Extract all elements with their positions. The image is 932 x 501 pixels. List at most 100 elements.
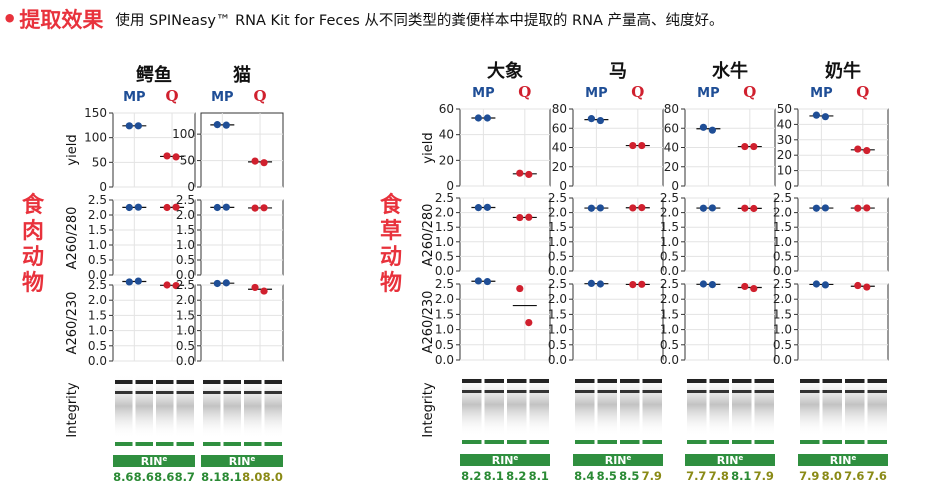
gel-band-18s [732,390,752,393]
gel-smear [176,374,194,438]
gel-smear [575,373,595,436]
gel-smear [203,374,221,438]
tick-label: 0.0 [548,353,567,367]
gel-band-18s [575,390,595,393]
tick-label: 2.5 [176,278,195,292]
tick-label: 0.5 [176,339,195,353]
rin-header-bar [113,455,195,467]
tick-label: 2.0 [773,206,792,220]
tick-label: 1.0 [88,238,107,252]
tick-label: 0.5 [88,253,107,267]
rin-label: RINe [141,455,168,468]
rin-label: RINe [229,455,256,468]
tick-label: 2.0 [176,208,195,222]
rin-superscript: e [739,454,744,462]
tick-label: 2.5 [88,278,107,292]
gel-band-28s [642,379,662,383]
gel-band-28s [754,379,774,383]
legend-mp: MP [472,86,494,101]
point-mp [125,122,133,130]
tick-label: 0.5 [773,338,792,352]
tick-label: 0.5 [548,249,567,263]
rin-value: 8.0 [822,469,842,483]
gel-smear [845,373,865,436]
point-mp [134,203,142,211]
gel-marker-band [575,440,595,444]
plot-frame [459,197,551,272]
point-q [516,284,524,293]
legend-3: MP Q [585,83,644,101]
header-bullet: • [2,5,18,33]
gel-marker-band [244,442,262,446]
point-q [516,169,524,177]
rin-value: 8.2 [461,469,481,483]
legend-2: MP Q [472,83,531,101]
tick-label: 0.0 [88,268,107,282]
point-q [163,203,171,212]
point-q [854,145,862,153]
tick-label: 1.0 [435,323,454,337]
rin-value: 8.1 [201,470,221,484]
group-label-char: 动 [380,245,402,270]
legend-q: Q [856,83,869,101]
rin-header-bar [201,455,283,467]
tick-label: 50 [180,154,195,168]
point-mp [213,203,221,212]
legend-1: MP Q [211,87,266,105]
legend-mp: MP [810,86,832,101]
tick-label: 80 [664,102,679,116]
legend-5: MP Q [810,83,869,101]
gel-marker-band [484,440,504,444]
tick-label: 1.0 [88,324,107,338]
tick-label: 2.0 [548,206,567,220]
tick-label: 2.0 [435,206,454,220]
rin-superscript: e [627,454,632,462]
gel-smear [597,373,617,436]
plot-frame [797,108,889,187]
gel-marker-band [264,442,282,446]
gel-band-18s [867,390,887,393]
gel-band-18s [822,390,842,393]
tick-label: 2.5 [435,277,454,291]
gel-smear [156,374,174,438]
rin-header-bar [460,454,550,466]
gel-band-18s [507,390,527,393]
plot-a260-230-5: 2.52.01.5 1.00.50.0 [773,277,889,367]
point-mp [821,113,830,121]
plot-yield-1: 100 50 0 [172,112,284,194]
gel-smear [822,373,842,436]
rin-superscript: e [514,454,519,462]
tick-label: 1.5 [435,220,454,234]
tick-label: 50 [777,102,792,116]
row-label-integrity: Integrity [65,382,80,437]
tick-label: 1.5 [660,307,679,321]
gel-band-18s [176,391,194,394]
gel-band-18s [642,390,662,393]
header: • 提取效果 使用 SPINeasy™ RNA Kit for Feces 从不… [0,4,724,34]
point-mp [222,121,230,129]
point-mp [587,279,596,287]
point-mp [699,123,708,131]
point-q [172,203,180,211]
gel-band-28s [822,379,842,383]
point-mp [821,204,830,212]
point-q [525,170,533,179]
tick-label: 1.5 [88,223,107,237]
gel-smear [264,374,282,438]
legend-mp: MP [211,90,233,105]
point-q [516,213,524,222]
legend-q: Q [743,83,756,101]
gel-marker-band [223,442,241,446]
gel-marker-band [135,442,153,446]
plot-frame [684,283,776,361]
point-mp [134,277,142,285]
gel-marker-band [203,442,221,446]
plot-a260-280-1: 2.52.01.51.00.50.0 [176,193,284,282]
plot-frame [572,197,664,272]
tick-label: 0.5 [773,249,792,263]
gel-marker-band [597,440,617,444]
rin-value: 8.1 [222,470,242,484]
tick-label: 1.0 [773,323,792,337]
